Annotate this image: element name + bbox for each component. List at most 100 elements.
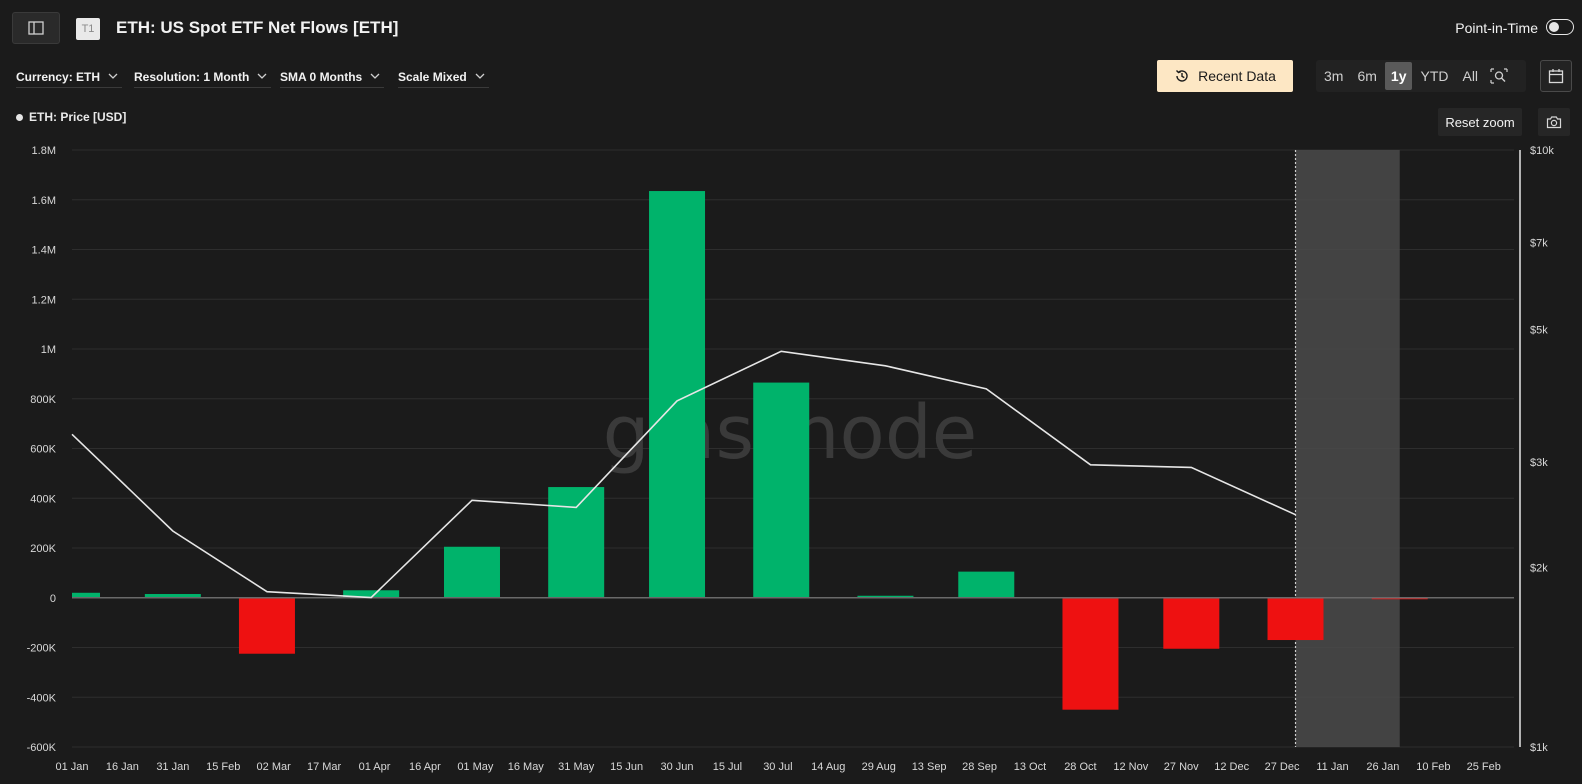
right-tick-label: $2k xyxy=(1530,562,1548,574)
right-axis-ticks: $10k $7k $5k $3k $2k $1k xyxy=(1530,145,1554,754)
recent-data-button[interactable]: Recent Data xyxy=(1157,60,1293,92)
range-3m-button[interactable]: 3m xyxy=(1324,68,1344,84)
price-line xyxy=(71,350,1296,599)
scale-label: Scale Mixed xyxy=(398,69,467,84)
history-icon xyxy=(1176,70,1188,82)
x-tick-label: 16 May xyxy=(508,761,545,773)
x-tick-label: 17 Mar xyxy=(307,761,342,773)
left-tick-label: 1M xyxy=(41,344,56,356)
x-tick-label: 01 Apr xyxy=(359,761,391,773)
currency-dropdown[interactable]: Currency: ETH xyxy=(16,66,123,88)
reset-zoom-button[interactable]: Reset zoom xyxy=(1438,108,1522,136)
resolution-label: Resolution: 1 Month xyxy=(134,69,250,84)
x-tick-label: 13 Sep xyxy=(912,761,947,773)
x-tick-label: 30 Jul xyxy=(763,761,792,773)
x-tick-label: 02 Mar xyxy=(257,761,292,773)
x-tick-label: 14 Aug xyxy=(811,761,845,773)
currency-label: Currency: ETH xyxy=(16,69,101,84)
flow-bars xyxy=(72,191,1428,710)
x-tick-label: 28 Oct xyxy=(1064,761,1096,773)
x-tick-label: 28 Sep xyxy=(962,761,997,773)
flow-bar xyxy=(443,546,500,598)
flow-bar xyxy=(857,595,914,598)
flow-bar xyxy=(1062,597,1119,710)
range-6m-button[interactable]: 6m xyxy=(1357,68,1377,84)
recent-data-label: Recent Data xyxy=(1198,68,1276,84)
legend-price-label: ETH: Price [USD] xyxy=(29,110,127,124)
x-tick-label: 01 Jan xyxy=(55,761,88,773)
sma-label: SMA 0 Months xyxy=(280,69,363,84)
x-tick-label: 01 May xyxy=(457,761,494,773)
right-tick-label: $5k xyxy=(1530,325,1548,337)
x-tick-label: 26 Jan xyxy=(1366,761,1399,773)
chevron-down-icon xyxy=(475,73,485,79)
x-tick-label: 29 Aug xyxy=(862,761,896,773)
x-tick-label: 25 Feb xyxy=(1467,761,1501,773)
flow-bar xyxy=(144,594,201,598)
flow-bar xyxy=(343,590,400,598)
range-selector: 3m 6m 1y YTD All xyxy=(1316,60,1526,92)
sma-dropdown[interactable]: SMA 0 Months xyxy=(280,66,385,88)
x-tick-label: 30 Jun xyxy=(661,761,694,773)
zoom-select-icon[interactable] xyxy=(1490,68,1508,84)
right-tick-label: $7k xyxy=(1530,237,1548,249)
calendar-button[interactable] xyxy=(1540,60,1572,92)
right-tick-label: $10k xyxy=(1530,145,1554,157)
flow-bar xyxy=(753,382,810,598)
range-1y-button[interactable]: 1y xyxy=(1384,62,1413,90)
chevron-down-icon xyxy=(370,73,380,79)
x-tick-label: 15 Jul xyxy=(713,761,742,773)
x-tick-label: 15 Jun xyxy=(610,761,643,773)
flow-bar xyxy=(548,487,605,598)
highlight-band xyxy=(1295,150,1400,747)
sidebar-toggle-button[interactable] xyxy=(12,12,60,44)
left-tick-label: -400K xyxy=(27,692,57,704)
chevron-down-icon xyxy=(257,73,267,79)
camera-icon xyxy=(1546,116,1562,129)
x-tick-label: 31 Jan xyxy=(156,761,189,773)
x-tick-label: 16 Jan xyxy=(106,761,139,773)
x-tick-label: 12 Dec xyxy=(1214,761,1249,773)
left-tick-label: 600K xyxy=(30,444,56,456)
x-axis-ticks: 01 Jan 16 Jan 31 Jan 15 Feb 02 Mar 17 Mar 01 A… xyxy=(55,761,1500,773)
x-tick-label: 12 Nov xyxy=(1113,761,1148,773)
range-ytd-button[interactable]: YTD xyxy=(1420,68,1449,84)
right-tick-label: $1k xyxy=(1530,742,1548,754)
sidebar-toggle-icon xyxy=(28,21,44,35)
left-tick-label: -200K xyxy=(27,643,57,655)
legend-price[interactable]: ETH: Price [USD] xyxy=(16,110,126,124)
x-tick-label: 15 Feb xyxy=(206,761,240,773)
range-all-button[interactable]: All xyxy=(1462,68,1479,84)
left-axis-ticks: 1.8M 1.6M 1.4M 1.2M 1M 800K 600K 400K 200K 0 -200K… xyxy=(27,145,57,754)
left-tick-label: 1.6M xyxy=(32,195,56,207)
left-tick-label: 1.8M xyxy=(32,145,56,157)
tier-badge: T1 xyxy=(76,18,100,40)
net-flows-chart[interactable]: glassnode 1.8M1.6M1.4M1.2M1M800K600K400K… xyxy=(0,140,1582,784)
right-tick-label: $3k xyxy=(1530,457,1548,469)
left-tick-label: 0 xyxy=(50,593,56,605)
left-tick-label: 1.4M xyxy=(32,245,56,257)
scale-dropdown[interactable]: Scale Mixed xyxy=(398,66,489,88)
point-in-time-label: Point-in-Time xyxy=(1455,20,1538,36)
flow-bar xyxy=(1267,597,1324,641)
flow-bar xyxy=(1163,597,1220,649)
left-tick-label: 1.2M xyxy=(32,294,56,306)
left-tick-label: -600K xyxy=(27,742,57,754)
highlight-region xyxy=(1294,150,1400,747)
left-tick-label: 800K xyxy=(30,394,56,406)
flow-bar xyxy=(649,191,706,598)
flow-bar xyxy=(72,592,100,598)
left-tick-label: 400K xyxy=(30,493,56,505)
x-tick-label: 27 Dec xyxy=(1265,761,1300,773)
point-in-time-toggle[interactable] xyxy=(1546,19,1574,35)
chevron-down-icon xyxy=(108,73,118,79)
resolution-dropdown[interactable]: Resolution: 1 Month xyxy=(134,66,272,88)
x-tick-label: 10 Feb xyxy=(1416,761,1450,773)
left-tick-label: 200K xyxy=(30,543,56,555)
x-tick-label: 16 Apr xyxy=(409,761,441,773)
x-tick-label: 11 Jan xyxy=(1316,761,1348,773)
x-tick-label: 31 May xyxy=(558,761,595,773)
screenshot-button[interactable] xyxy=(1538,108,1570,136)
flow-bar xyxy=(958,571,1015,598)
legend-dot xyxy=(16,113,23,121)
